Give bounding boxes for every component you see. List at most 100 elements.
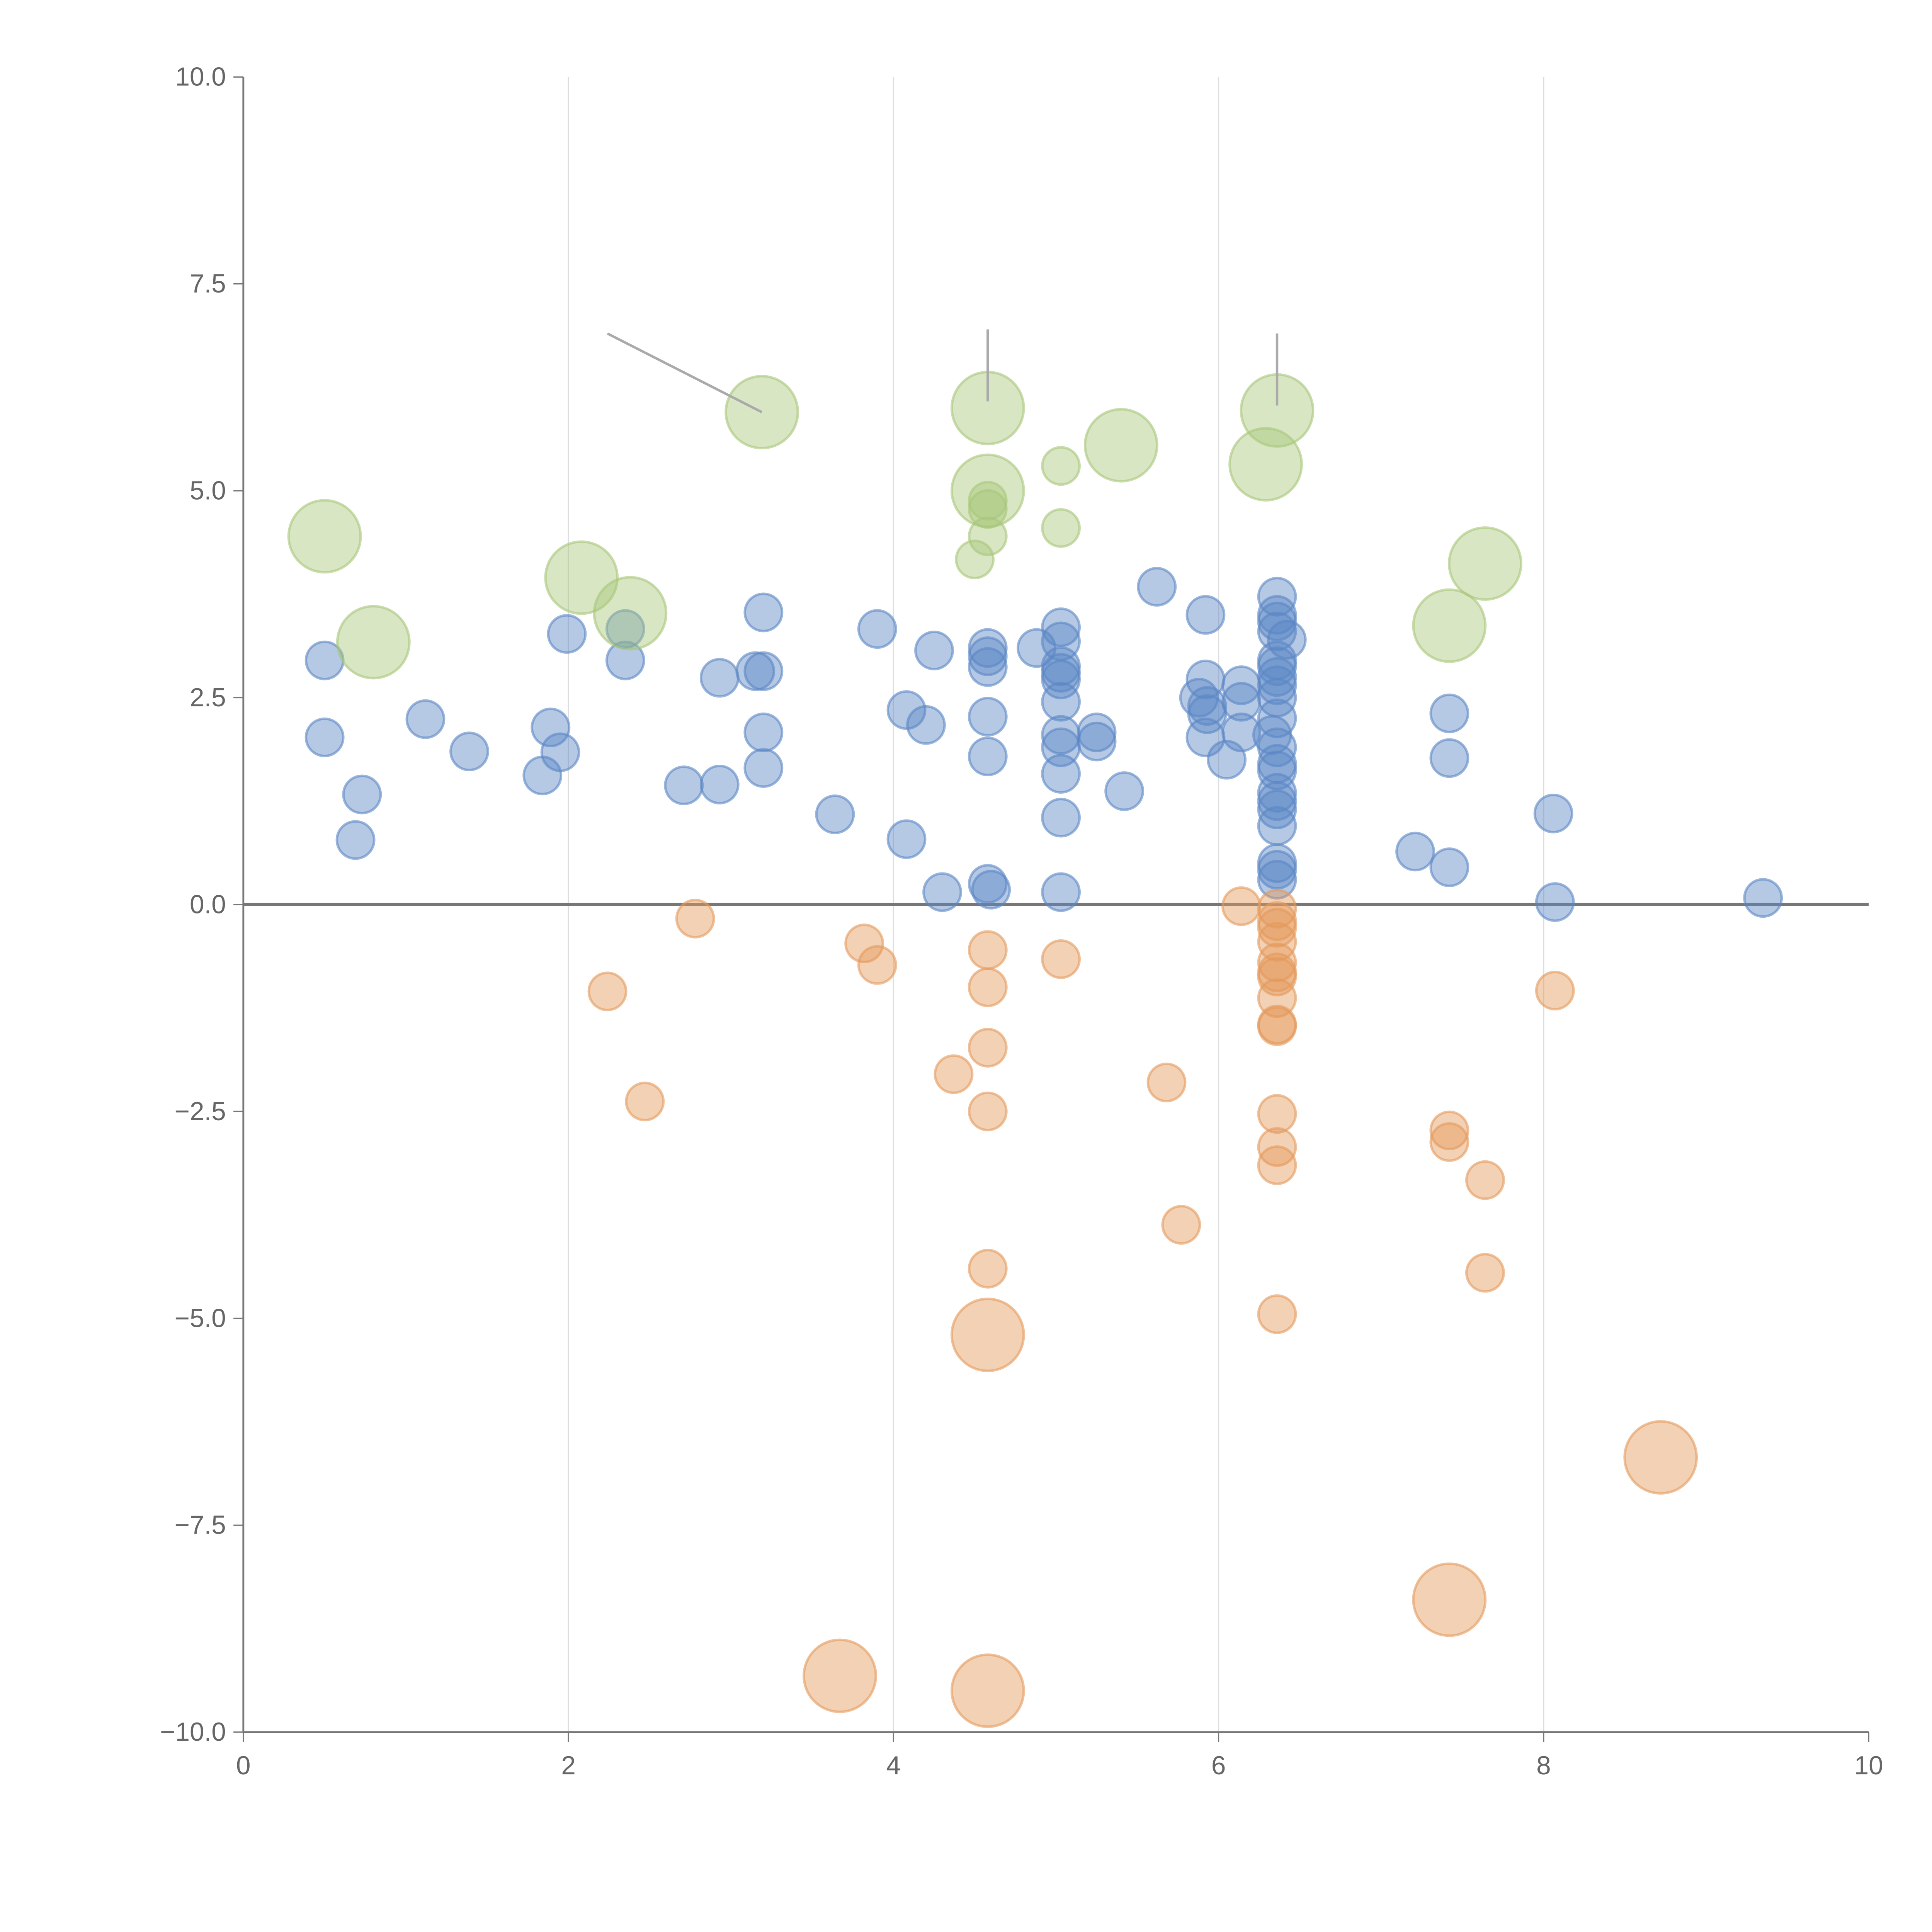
blue-point (547, 614, 587, 654)
blue-point (1041, 607, 1081, 647)
x-tick-label: 8 (1536, 1751, 1551, 1780)
blue-point (605, 609, 645, 649)
y-tick-label: 0.0 (190, 890, 226, 919)
orange-point (950, 1653, 1025, 1728)
blue-point (743, 748, 784, 788)
x-tick-label: 10 (1854, 1751, 1883, 1780)
blue-point (914, 631, 954, 670)
blue-point (1257, 850, 1297, 890)
orange-point (1041, 939, 1081, 979)
blue-point (1041, 872, 1081, 912)
orange-point (1257, 1094, 1297, 1134)
blue-point (968, 647, 1008, 687)
orange-point (1257, 1294, 1297, 1334)
blue-point (1077, 721, 1117, 762)
blue-point (1185, 595, 1226, 635)
orange-point (1257, 908, 1297, 948)
orange-point (1221, 886, 1261, 926)
y-tick-label: 10.0 (175, 63, 226, 92)
blue-point (1257, 789, 1297, 830)
blue-point (1077, 713, 1117, 752)
blue-point (699, 764, 740, 804)
green-point (968, 481, 1008, 521)
blue-point (1221, 713, 1261, 752)
blue-point (1267, 620, 1307, 660)
blue-point (522, 755, 563, 796)
blue-point (968, 736, 1008, 776)
data-points (287, 371, 1783, 1728)
y-axis-ticks: 10.0 7.5 5.0 2.5 0.0 −2.5 −5.0 −7.5 −10.0 (160, 63, 243, 1747)
orange-point (1257, 942, 1297, 983)
blue-point (743, 651, 784, 691)
blue-point (1257, 773, 1297, 813)
blue-point (1257, 602, 1297, 641)
x-tick-label: 0 (236, 1751, 251, 1780)
green-point (1412, 588, 1487, 663)
green-point (968, 516, 1008, 556)
blue-point (1257, 750, 1297, 791)
blue-point (886, 819, 927, 859)
blue-point (968, 697, 1008, 737)
orange-point (968, 1248, 1008, 1289)
blue-point (1535, 882, 1575, 922)
blue-point (304, 717, 345, 757)
y-tick-label: −10.0 (160, 1718, 226, 1747)
y-tick-label: −2.5 (175, 1097, 226, 1126)
orange-point (1465, 1253, 1505, 1293)
blue-point (1743, 878, 1783, 918)
orange-point (1257, 1145, 1297, 1185)
orange-point (1146, 1062, 1187, 1102)
orange-point (625, 1082, 665, 1122)
orange-point (968, 1028, 1008, 1068)
orange-point (1429, 1111, 1469, 1151)
blue-point (1137, 567, 1177, 607)
orange-point (1465, 1160, 1505, 1200)
blue-point (335, 820, 376, 860)
x-tick-label: 4 (886, 1751, 901, 1780)
x-axis-ticks: 0 2 4 6 8 10 (236, 1732, 1883, 1780)
blue-point (971, 869, 1011, 910)
leader-line (607, 332, 763, 413)
blue-point (405, 699, 446, 739)
blue-point (1257, 698, 1297, 738)
blue-point (1429, 847, 1469, 887)
orange-point (934, 1054, 974, 1094)
orange-point (1257, 1006, 1297, 1046)
green-point (1041, 508, 1081, 548)
blue-point (1429, 738, 1469, 778)
blue-point (922, 872, 962, 912)
orange-point (587, 971, 628, 1012)
orange-point (1429, 1122, 1469, 1162)
blue-point (1041, 659, 1081, 699)
blue-point (1429, 693, 1469, 733)
orange-point (857, 945, 897, 985)
y-tick-label: −5.0 (175, 1304, 226, 1333)
orange-point (950, 1298, 1025, 1372)
green-point (1448, 526, 1522, 601)
blue-point (1041, 682, 1081, 722)
orange-point (803, 1638, 877, 1713)
orange-point (968, 930, 1008, 970)
blue-point (857, 609, 897, 649)
x-tick-label: 2 (561, 1751, 576, 1780)
orange-point (1623, 1420, 1698, 1495)
green-point (1228, 427, 1303, 502)
orange-point (968, 967, 1008, 1007)
green-point (955, 539, 995, 580)
orange-point (1257, 956, 1297, 997)
green-point (336, 605, 411, 680)
blue-point (1041, 754, 1081, 794)
green-point (287, 499, 362, 574)
blue-point (1257, 806, 1297, 846)
blue-point (342, 774, 382, 815)
x-tick-label: 6 (1211, 1751, 1226, 1780)
blue-point (1104, 771, 1145, 811)
y-tick-label: 7.5 (190, 269, 226, 298)
blue-point (1041, 798, 1081, 838)
orange-point (968, 1091, 1008, 1131)
y-tick-label: −7.5 (175, 1511, 226, 1540)
leader-lines (607, 329, 1279, 413)
blue-point (699, 658, 740, 698)
orange-point (1412, 1562, 1487, 1637)
